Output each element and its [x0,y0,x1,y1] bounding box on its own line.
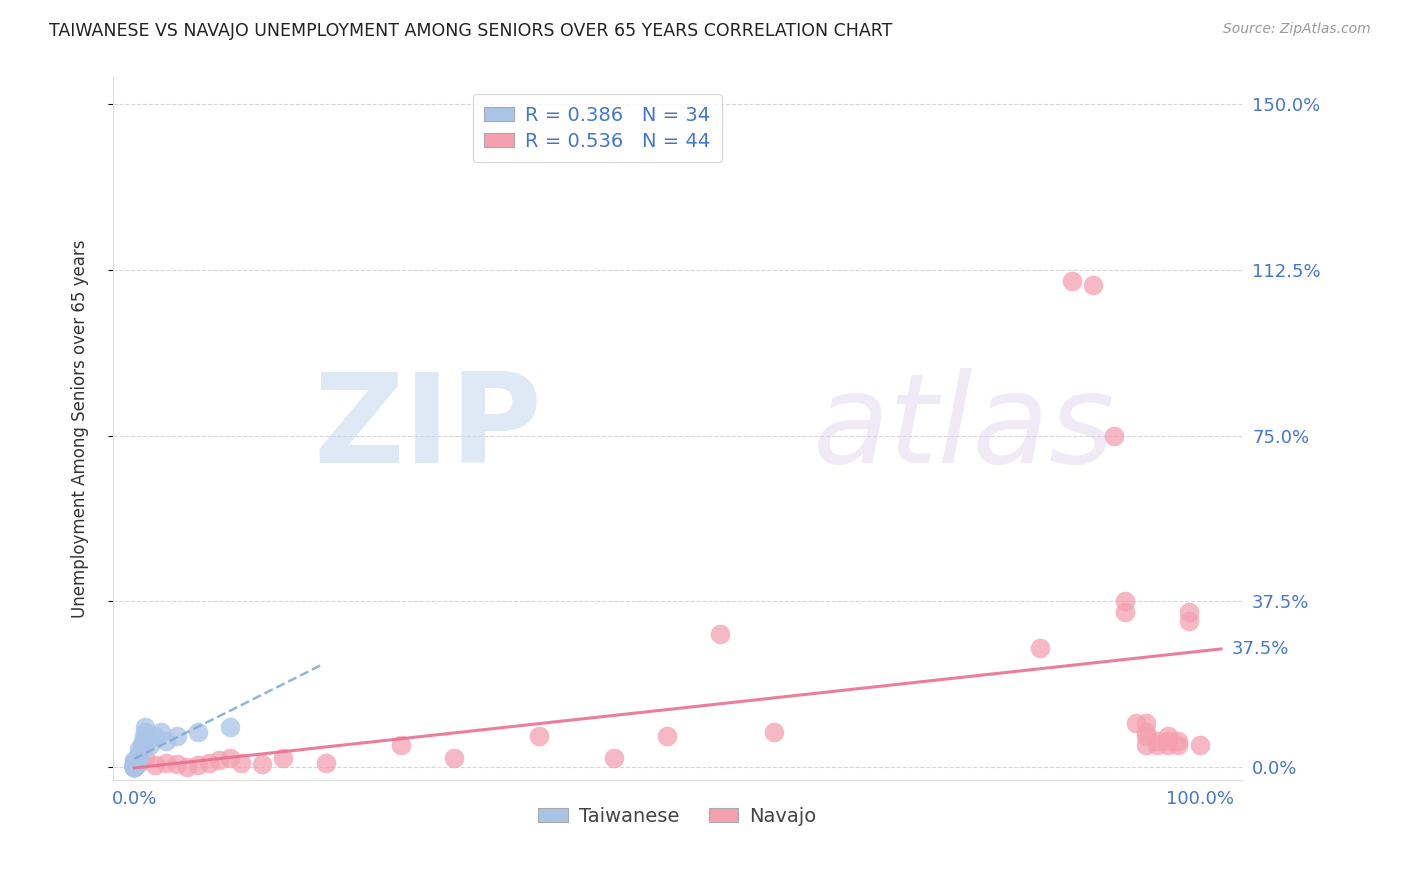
Point [602,751,624,765]
Point [187,757,209,772]
Point [132,729,155,743]
Point [187,724,209,739]
Point [134,720,156,734]
Point [655,729,678,743]
Point [527,729,550,743]
Point [1114,605,1136,619]
Point [315,756,337,770]
Point [1060,274,1083,288]
Text: Source: ZipAtlas.com: Source: ZipAtlas.com [1223,22,1371,37]
Point [155,756,177,770]
Point [208,753,231,767]
Point [122,760,145,774]
Point [1135,715,1157,730]
Point [250,756,273,771]
Point [166,729,188,743]
Point [122,760,145,774]
Point [139,738,162,752]
Point [1125,715,1147,730]
Point [155,733,177,747]
Point [145,729,167,743]
Point [122,756,145,771]
Text: ZIP: ZIP [314,368,543,490]
Point [136,733,159,747]
Point [176,760,198,774]
Point [1135,729,1157,743]
Point [229,756,252,770]
Point [128,747,150,761]
Point [122,760,145,774]
Legend: Taiwanese, Navajo: Taiwanese, Navajo [530,799,824,834]
Point [762,724,785,739]
Point [122,756,145,770]
Point [122,760,145,774]
Point [122,760,145,774]
Point [122,753,145,767]
Point [1157,733,1180,747]
Point [128,751,150,765]
Point [134,751,156,765]
Point [1157,729,1180,743]
Point [709,627,731,641]
Point [389,738,412,752]
Point [1104,428,1126,442]
Point [128,742,150,756]
Point [122,760,145,774]
Point [273,751,295,765]
Text: 37.5%: 37.5% [1232,640,1289,658]
Point [122,760,145,774]
Point [122,755,145,769]
Y-axis label: Unemployment Among Seniors over 65 years: Unemployment Among Seniors over 65 years [72,240,89,618]
Text: atlas: atlas [813,368,1115,490]
Point [1083,278,1105,293]
Point [1188,738,1211,752]
Point [131,733,153,747]
Point [122,760,145,774]
Point [1114,594,1136,608]
Point [149,724,172,739]
Point [219,751,242,765]
Point [166,756,188,771]
Point [122,757,145,772]
Point [1146,738,1168,752]
Point [145,757,167,772]
Point [1029,640,1052,655]
Point [128,756,150,770]
Point [1135,738,1157,752]
Point [122,760,145,774]
Point [122,758,145,772]
Point [122,760,145,774]
Point [134,724,156,739]
Point [1178,605,1201,619]
Point [219,720,242,734]
Point [1178,614,1201,628]
Point [131,738,153,752]
Point [1135,724,1157,739]
Point [122,756,145,771]
Point [443,751,465,765]
Point [122,757,145,772]
Point [1167,733,1189,747]
Text: TAIWANESE VS NAVAJO UNEMPLOYMENT AMONG SENIORS OVER 65 YEARS CORRELATION CHART: TAIWANESE VS NAVAJO UNEMPLOYMENT AMONG S… [49,22,893,40]
Point [122,759,145,773]
Point [197,756,219,770]
Point [1157,738,1180,752]
Point [1167,738,1189,752]
Point [1146,733,1168,747]
Point [122,760,145,774]
